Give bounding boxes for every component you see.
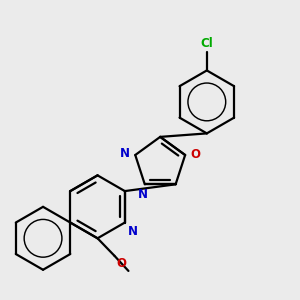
Text: N: N [120,147,130,160]
Text: Cl: Cl [200,37,213,50]
Text: N: N [128,225,138,238]
Text: N: N [137,188,148,201]
Text: O: O [117,257,127,270]
Text: O: O [190,148,200,160]
